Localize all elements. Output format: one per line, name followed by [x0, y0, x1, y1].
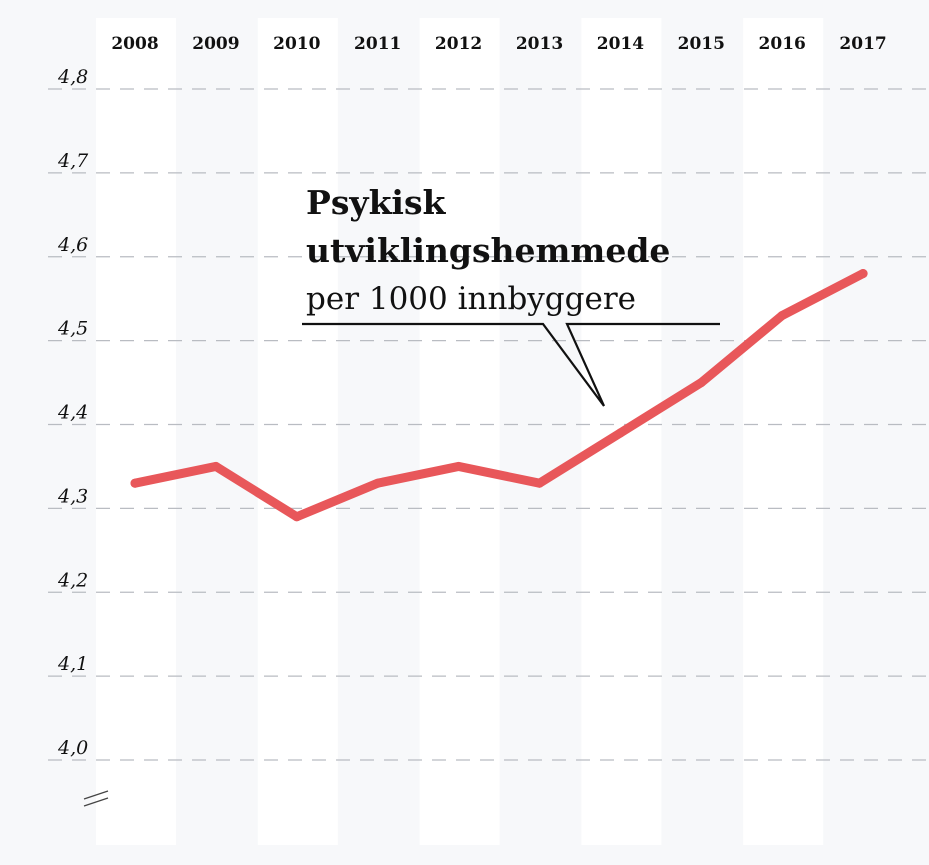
data-point-2009	[211, 461, 221, 471]
column-band-2016	[743, 18, 824, 845]
y-tick-label: 4,0	[57, 737, 88, 759]
y-tick-label: 4,6	[57, 234, 88, 256]
column-band-2008	[96, 18, 176, 845]
data-point-2014	[615, 428, 625, 438]
axis-break-mark	[83, 790, 109, 807]
data-point-2015	[696, 378, 706, 388]
annotation-pointer	[302, 322, 720, 407]
y-tick-label: 4,1	[57, 653, 88, 675]
y-tick-label: 4,2	[57, 569, 88, 591]
x-axis-year-labels: 2008 2009 2010 2011 2012 2013 2014 2015 2016 2017	[111, 34, 886, 54]
x-tick-label-2008: 2008	[111, 34, 158, 54]
annotation-subtitle: per 1000 innbyggere	[306, 281, 636, 317]
annotation-title-line-1: Psykisk	[306, 183, 447, 222]
column-band-2010	[257, 18, 338, 845]
y-tick-label: 4,7	[57, 150, 89, 172]
y-tick-label: 4,8	[57, 66, 88, 88]
column-band-2012	[419, 18, 500, 845]
column-bands	[96, 18, 824, 845]
data-point-2008	[130, 478, 140, 488]
x-tick-label-2016: 2016	[759, 34, 806, 54]
x-tick-label-2017: 2017	[839, 34, 886, 54]
data-point-2017	[858, 269, 868, 279]
x-tick-label-2012: 2012	[435, 34, 482, 54]
data-point-2013	[535, 478, 544, 488]
data-point-2010	[292, 512, 302, 522]
y-tick-label: 4,5	[57, 318, 88, 340]
x-tick-label-2010: 2010	[273, 34, 320, 54]
y-axis-tick-labels: 4,0 4,1 4,2 4,3 4,4 4,5 4,6 4,7 4,8	[57, 66, 89, 759]
x-tick-label-2013: 2013	[516, 34, 563, 54]
y-tick-label: 4,4	[57, 402, 88, 424]
y-tick-label: 4,3	[57, 485, 88, 507]
data-point-2012	[454, 461, 464, 471]
x-tick-label-2014: 2014	[597, 34, 644, 54]
series-line	[130, 269, 868, 522]
x-tick-label-2011: 2011	[354, 34, 401, 54]
data-point-2016	[777, 310, 787, 320]
data-point-2011	[373, 478, 383, 488]
x-tick-label-2009: 2009	[192, 34, 239, 54]
gridlines	[48, 88, 929, 761]
annotation-title-line-2: utviklingshemmede	[306, 231, 670, 270]
data-series	[130, 269, 868, 522]
annotation-callout: Psykisk utviklingshemmede per 1000 innby…	[302, 183, 720, 407]
x-tick-label-2015: 2015	[678, 34, 725, 54]
